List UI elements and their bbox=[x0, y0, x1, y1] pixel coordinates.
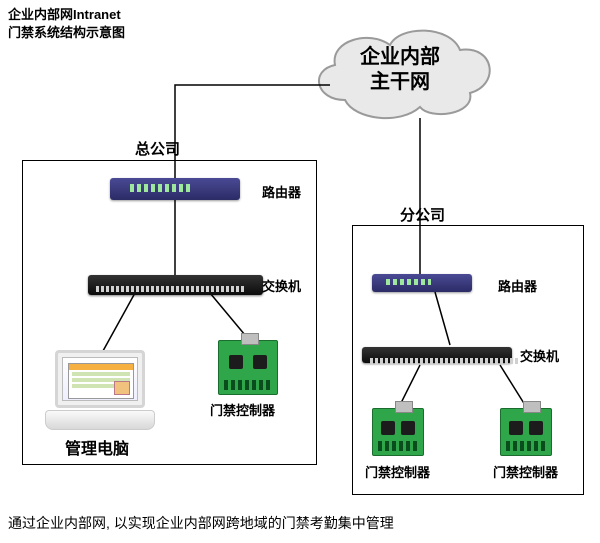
branch-controller2-label: 门禁控制器 bbox=[493, 462, 558, 481]
title-line1: 企业内部网Intranet bbox=[8, 6, 125, 24]
bottom-caption: 通过企业内部网, 以实现企业内部网跨地域的门禁考勤集中管理 bbox=[8, 513, 394, 533]
branch-router-label: 路由器 bbox=[498, 276, 537, 295]
hq-switch-icon bbox=[88, 275, 263, 295]
branch-controller2-icon bbox=[500, 408, 552, 456]
hq-router-label: 路由器 bbox=[262, 182, 301, 201]
branch-controller1-label: 门禁控制器 bbox=[365, 462, 430, 481]
branch-switch-label: 交换机 bbox=[520, 346, 559, 365]
hq-router-icon bbox=[110, 178, 240, 200]
branch-switch-icon bbox=[362, 347, 512, 363]
hq-switch-label: 交换机 bbox=[262, 276, 301, 295]
title-line2: 门禁系统结构示意图 bbox=[8, 24, 125, 42]
hq-controller-icon bbox=[218, 340, 278, 395]
hq-label: 总公司 bbox=[135, 138, 180, 159]
mgmt-pc-label: 管理电脑 bbox=[65, 435, 129, 459]
branch-controller1-icon bbox=[372, 408, 424, 456]
branch-router-icon bbox=[372, 274, 472, 292]
mgmt-pc-icon bbox=[45, 350, 155, 430]
cloud-line1: 企业内部 bbox=[300, 45, 500, 70]
cloud-line2: 主干网 bbox=[300, 70, 500, 95]
branch-label: 分公司 bbox=[400, 204, 445, 225]
diagram-title: 企业内部网Intranet 门禁系统结构示意图 bbox=[8, 6, 125, 41]
hq-controller-label: 门禁控制器 bbox=[210, 400, 275, 419]
backbone-cloud: 企业内部 主干网 bbox=[300, 15, 500, 125]
